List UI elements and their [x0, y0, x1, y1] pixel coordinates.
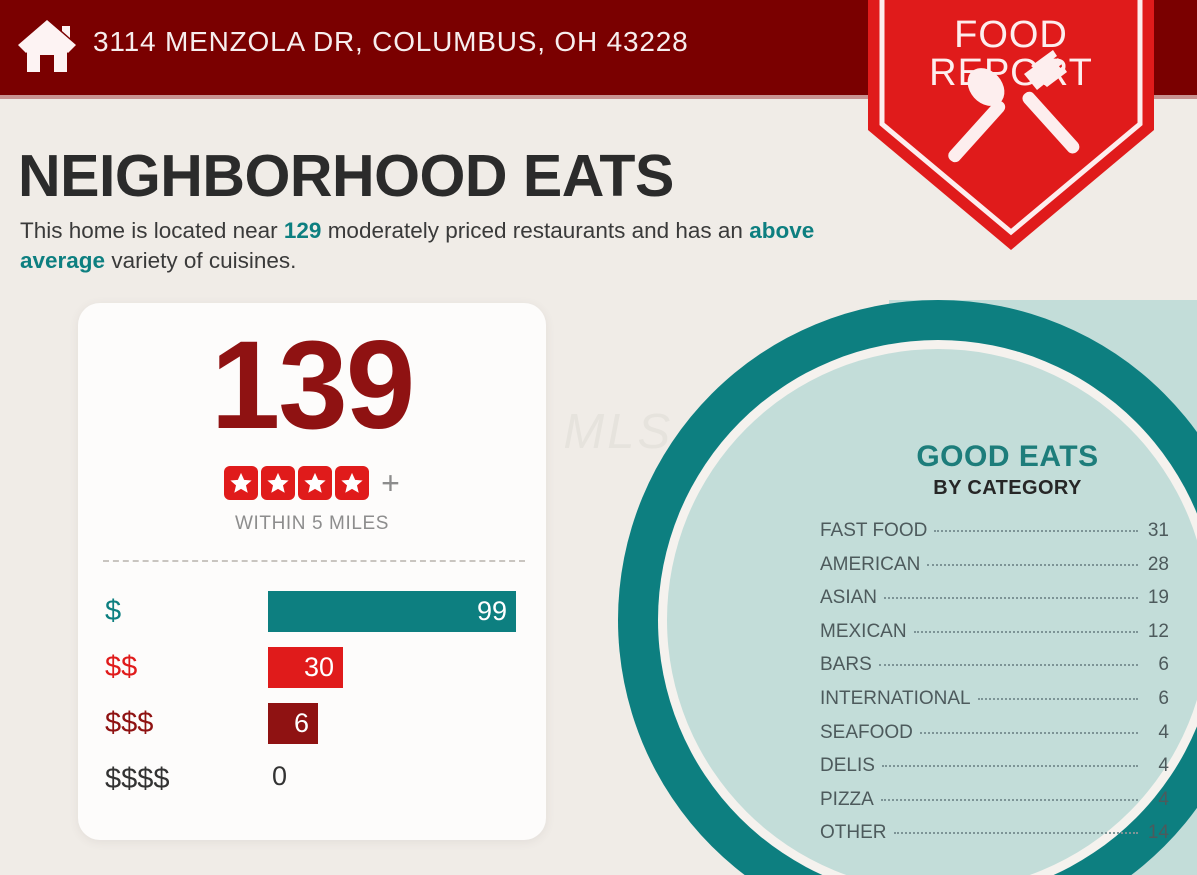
spoon-fork-icon [948, 50, 1080, 163]
radius-label: WITHIN 5 MILES [234, 513, 390, 534]
category-name: AMERICAN [820, 553, 921, 575]
dot-leader [884, 597, 1138, 600]
bar-track: 30 [268, 647, 343, 688]
home-icon [14, 14, 80, 80]
good-eats-panel: GOOD EATS BY CATEGORY FAST FOOD 31 AMERICA… [790, 440, 1197, 856]
teal-ring-graphic [618, 300, 1197, 875]
food-report-badge [868, 0, 1154, 250]
price-tier-bar-chart: $99 $$ 30 $$$ 6 $$$$ 0 [78, 583, 546, 807]
bar-zero-value: 0 [272, 761, 288, 791]
category-row: MEXICAN 12 [820, 621, 1169, 655]
category-row: DELIS 4 [820, 755, 1169, 789]
divider [103, 560, 525, 562]
category-row: BARS 6 [820, 654, 1169, 688]
category-row: PIZZA 4 [820, 789, 1169, 823]
star-plus-label: + [381, 465, 400, 501]
category-list: FAST FOOD 31 AMERICAN 28 ASIAN 19 MEXICAN 12 BAR… [790, 520, 1197, 856]
category-count: 12 [1147, 620, 1169, 642]
stat-card: 139 + WITHIN 5 MILES $99 $$ 30 $$$ 6 $$$$ 0 [78, 303, 546, 840]
ring-inner-fill [667, 349, 1197, 875]
category-count: 4 [1158, 755, 1169, 777]
price-tier-row: $$$ 6 [78, 695, 546, 751]
dot-leader [880, 798, 1138, 801]
good-eats-title: GOOD EATS [916, 440, 1099, 473]
subtitle-part-3: variety of cuisines. [105, 248, 297, 273]
bar-fill: 99 [268, 591, 516, 632]
star-rating: + [78, 466, 546, 500]
category-row: INTERNATIONAL 6 [820, 688, 1169, 722]
price-tier-row: $$ 30 [78, 639, 546, 695]
category-count: 28 [1147, 553, 1169, 575]
star-icon [224, 466, 259, 500]
dot-leader [977, 697, 1138, 700]
category-name: SEAFOOD [820, 721, 913, 743]
bar-fill: 6 [268, 703, 318, 744]
subtitle-part-2: moderately priced restaurants and has an [321, 218, 750, 243]
star-icon [261, 466, 296, 500]
category-name: PIZZA [820, 788, 874, 810]
bar-fill: 30 [268, 647, 343, 688]
dot-leader [881, 765, 1138, 768]
dot-leader [878, 664, 1138, 667]
subtitle: This home is located near 129 moderately… [20, 216, 850, 276]
price-tier-label: $$$$ [105, 762, 170, 795]
category-count: 14 [1147, 822, 1169, 844]
category-name: FAST FOOD [820, 520, 928, 541]
category-count: 6 [1158, 687, 1169, 709]
category-name: OTHER [820, 822, 887, 844]
category-count: 31 [1147, 520, 1169, 541]
dot-leader [893, 832, 1138, 835]
page-title: NEIGHBORHOOD EATS [18, 143, 674, 209]
price-tier-row: $99 [78, 583, 546, 639]
bar-track: 99 [268, 591, 516, 632]
subtitle-rating: above average [20, 218, 815, 273]
restaurant-count: 139 [210, 316, 416, 455]
address-text: 3114 MENZOLA DR, COLUMBUS, OH 43228 [93, 26, 689, 57]
category-row: OTHER 14 [820, 822, 1169, 856]
dot-leader [934, 530, 1138, 532]
dot-leader [919, 731, 1138, 734]
price-tier-label: $$$ [105, 706, 154, 739]
category-name: INTERNATIONAL [820, 687, 971, 709]
category-count: 4 [1158, 721, 1169, 743]
header-underline [0, 95, 1197, 99]
star-icon [298, 466, 333, 500]
price-tier-label: $ [105, 594, 122, 627]
dot-leader [913, 630, 1138, 633]
subtitle-count: 129 [283, 218, 322, 243]
category-row: ASIAN 19 [820, 587, 1169, 621]
category-count: 19 [1147, 587, 1169, 609]
star-icon [335, 466, 370, 500]
subtitle-part-1: This home is located near [20, 218, 284, 243]
dot-leader [927, 563, 1138, 566]
category-row: AMERICAN 28 [820, 554, 1169, 588]
price-tier-row: $$$$ 0 [78, 751, 546, 807]
category-count: 6 [1158, 654, 1169, 676]
bar-track: 6 [268, 703, 318, 744]
price-tier-label: $$ [105, 650, 138, 683]
good-eats-subtitle: BY CATEGORY [933, 477, 1082, 499]
category-name: BARS [820, 654, 872, 676]
category-name: ASIAN [820, 587, 878, 609]
category-name: DELIS [820, 755, 875, 777]
category-row: SEAFOOD 4 [820, 722, 1169, 756]
category-count: 4 [1158, 788, 1169, 810]
category-name: MEXICAN [820, 620, 907, 642]
category-row: FAST FOOD 31 [820, 520, 1169, 554]
